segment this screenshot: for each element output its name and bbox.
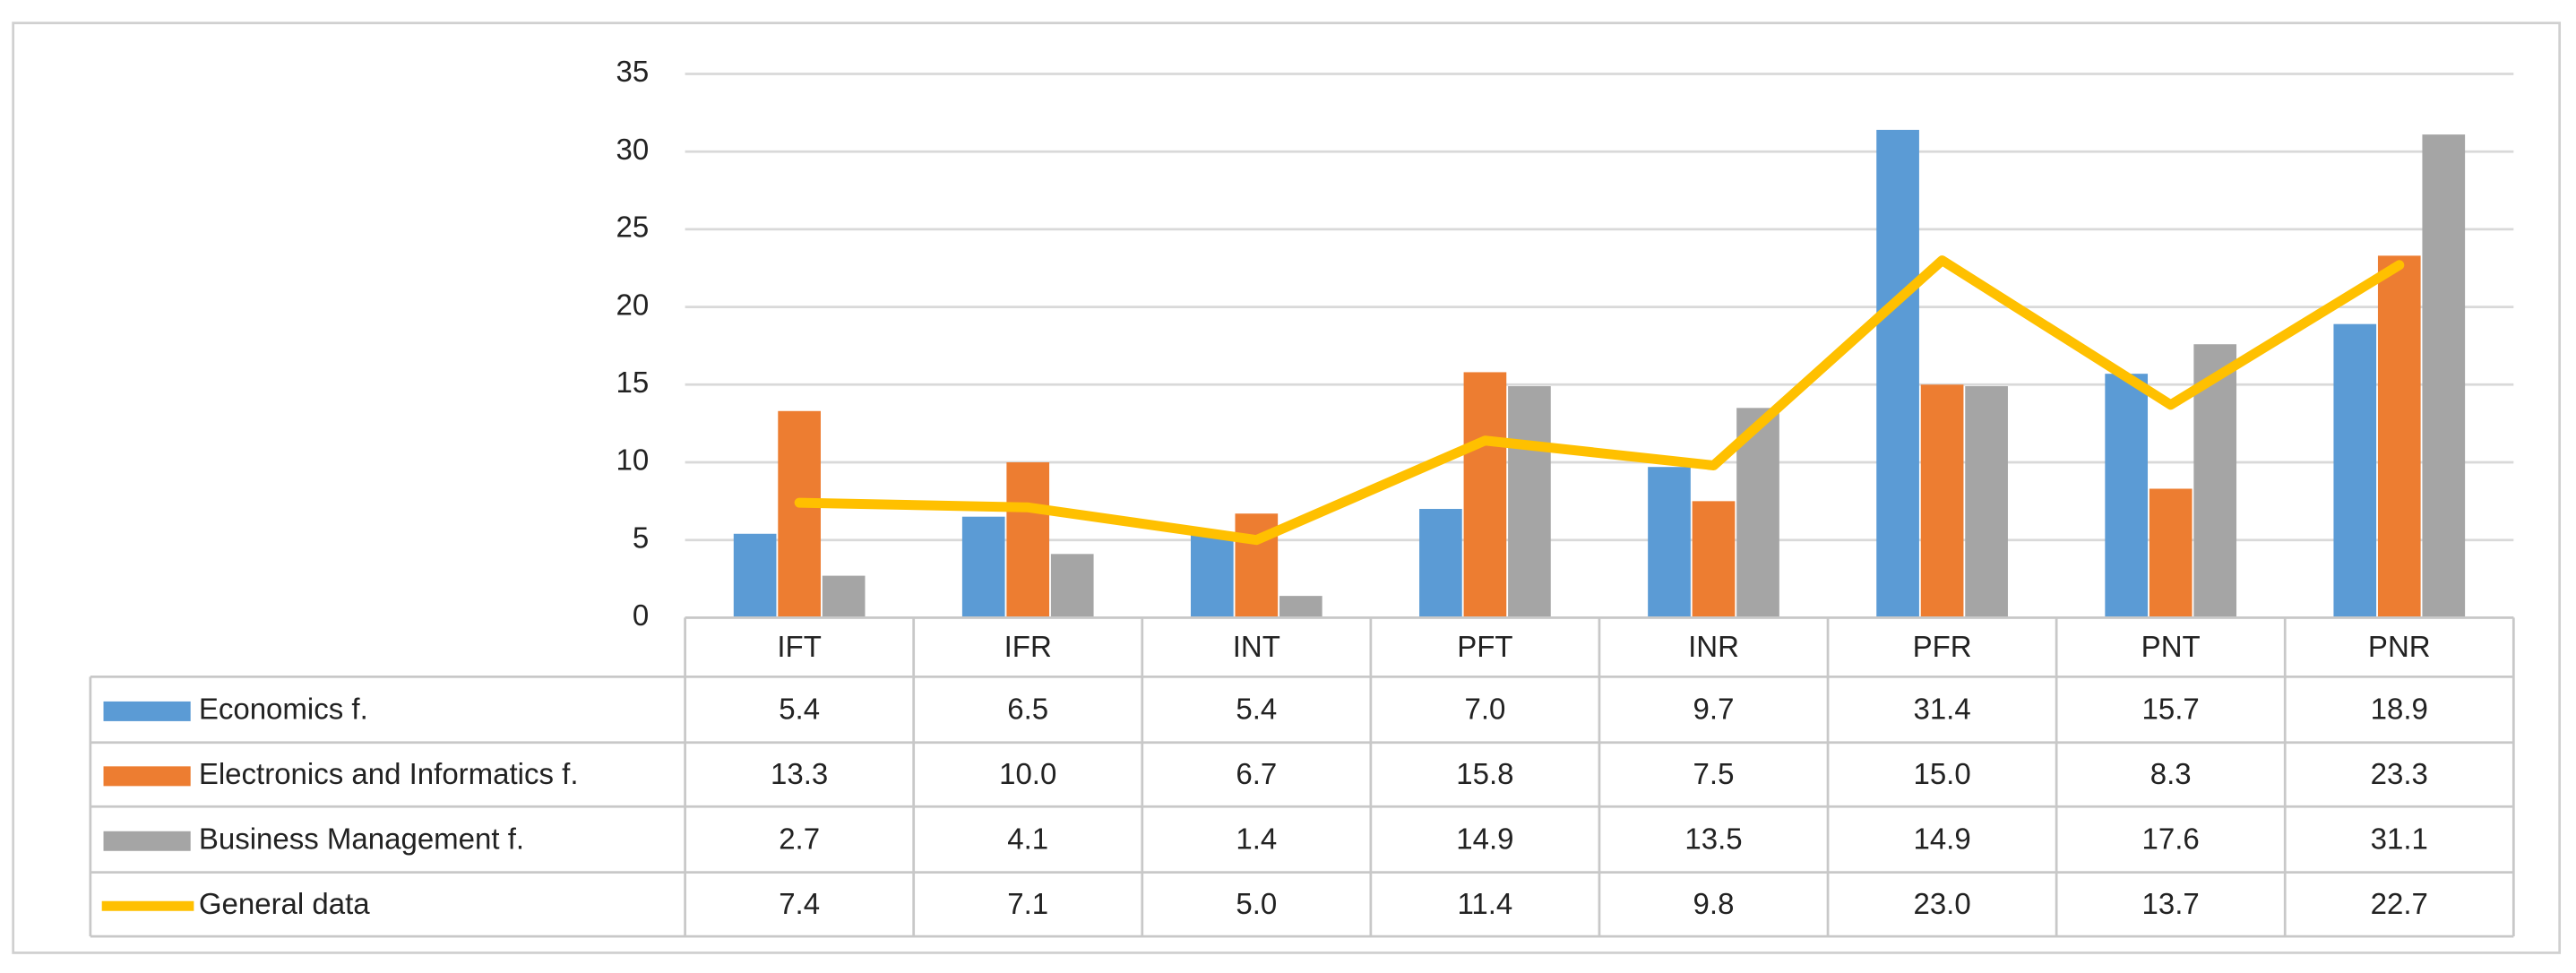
table-value: 6.7 <box>1236 757 1277 790</box>
table-value: 8.3 <box>2150 757 2192 790</box>
table-value: 1.4 <box>1236 822 1277 855</box>
legend-key <box>103 831 191 851</box>
bar <box>1920 384 1964 618</box>
legend-key <box>103 766 191 787</box>
table-value: 13.3 <box>771 757 828 790</box>
bar <box>2149 488 2193 618</box>
bar <box>1190 533 1234 618</box>
table-value: 22.7 <box>2371 887 2428 920</box>
table-value: 15.7 <box>2142 693 2200 726</box>
table-value: 7.5 <box>1693 757 1735 790</box>
bar <box>1692 501 1736 618</box>
bar <box>2105 374 2149 618</box>
table-value: 6.5 <box>1007 693 1048 726</box>
table-value: 15.0 <box>1913 757 1970 790</box>
bar <box>1279 596 1322 618</box>
table-value: 31.1 <box>2371 822 2428 855</box>
y-tick-label: 5 <box>633 521 649 554</box>
y-tick-label: 25 <box>616 211 650 244</box>
bar <box>1648 467 1691 618</box>
bar <box>1006 462 1050 618</box>
bar <box>2377 255 2421 618</box>
table-value: 23.0 <box>1913 887 1970 920</box>
table-value: 7.0 <box>1464 693 1505 726</box>
y-tick-label: 10 <box>616 443 650 477</box>
table-value: 7.4 <box>779 887 820 920</box>
bar <box>1965 386 2008 618</box>
bar <box>1508 386 1551 618</box>
y-tick-label: 20 <box>616 288 650 321</box>
table-value: 23.3 <box>2371 757 2428 790</box>
chart-border <box>12 22 2562 954</box>
legend-label: Electronics and Informatics f. <box>199 757 579 790</box>
line-series <box>794 255 2405 546</box>
table-value: 14.9 <box>1456 822 1513 855</box>
bar <box>1419 509 1462 618</box>
table-value: 31.4 <box>1913 693 1970 726</box>
table-value: 5.0 <box>1236 887 1277 920</box>
table-value: 4.1 <box>1007 822 1048 855</box>
bar <box>2333 323 2377 618</box>
table-value: 11.4 <box>1458 887 1513 920</box>
y-tick-label: 30 <box>616 133 650 166</box>
table-value: 15.8 <box>1456 757 1513 790</box>
x-tick-label: PFR <box>1913 630 1972 663</box>
table-value: 13.5 <box>1684 822 1742 855</box>
table-value: 17.6 <box>2142 822 2200 855</box>
x-tick-label: PFT <box>1457 630 1512 663</box>
x-tick-label: INT <box>1233 630 1280 663</box>
table-value: 2.7 <box>779 822 820 855</box>
x-tick-label: PNT <box>2141 630 2201 663</box>
x-tick-label: PNR <box>2368 630 2431 663</box>
table-value: 9.7 <box>1693 693 1735 726</box>
table-value: 13.7 <box>2142 887 2200 920</box>
table-value: 10.0 <box>999 757 1056 790</box>
bar <box>822 575 866 618</box>
bar <box>1876 129 1919 618</box>
y-tick-label: 0 <box>633 598 649 632</box>
bar <box>1463 372 1507 618</box>
bar <box>961 516 1005 618</box>
y-tick-label: 15 <box>616 366 650 399</box>
table-value: 14.9 <box>1913 822 1970 855</box>
bar <box>778 410 821 618</box>
legend-key <box>103 701 191 721</box>
legend-label: General data <box>199 887 370 920</box>
table-value: 7.1 <box>1007 887 1048 920</box>
table-value: 9.8 <box>1693 887 1735 920</box>
table-value: 18.9 <box>2371 693 2428 726</box>
x-tick-label: INR <box>1688 630 1739 663</box>
x-tick-label: IFT <box>777 630 821 663</box>
bar <box>1050 554 1094 618</box>
legend-label: Business Management f. <box>199 822 524 855</box>
legend-label: Economics f. <box>199 693 368 726</box>
bar <box>2422 134 2466 618</box>
table-value: 5.4 <box>779 693 820 726</box>
bar <box>733 533 777 618</box>
y-tick-label: 35 <box>616 55 650 88</box>
table-value: 5.4 <box>1236 693 1277 726</box>
x-tick-label: IFR <box>1004 630 1052 663</box>
